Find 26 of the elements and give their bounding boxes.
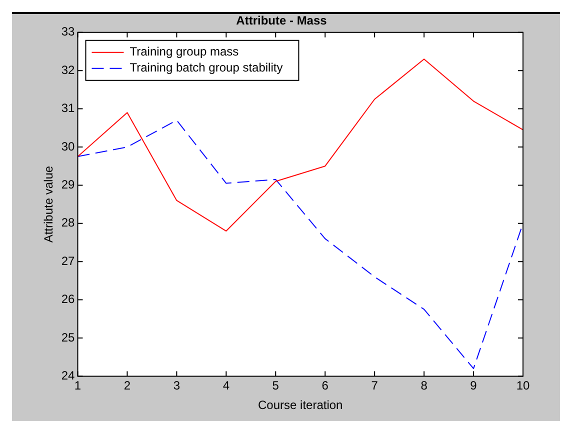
x-axis-title: Course iteration xyxy=(258,398,343,412)
x-tick-label: 10 xyxy=(516,378,530,393)
y-tick-label: 28 xyxy=(61,216,76,230)
x-tick-label: 7 xyxy=(371,378,378,393)
x-tick-label: 3 xyxy=(173,378,180,393)
y-tick-label: 26 xyxy=(61,292,76,306)
y-tick-label: 27 xyxy=(61,254,76,268)
y-tick-label: 30 xyxy=(61,139,76,154)
legend-label: Training group mass xyxy=(130,44,239,59)
y-tick-label: 25 xyxy=(61,330,76,344)
y-tick-label: 32 xyxy=(61,62,76,77)
x-tick-label: 9 xyxy=(470,378,478,393)
x-tick-label: 5 xyxy=(272,378,280,393)
y-tick-label: 31 xyxy=(61,101,76,116)
chart-title: Attribute - Mass xyxy=(236,14,328,28)
y-tick-label: 29 xyxy=(61,178,76,192)
x-tick-label: 4 xyxy=(222,378,230,393)
y-axis-title: Attribute value xyxy=(42,166,56,243)
line-series xyxy=(78,120,523,370)
x-tick-label: 6 xyxy=(322,378,329,393)
x-tick-label: 8 xyxy=(420,378,428,393)
y-tick-label: 24 xyxy=(61,368,76,383)
x-tick-label: 2 xyxy=(124,378,131,393)
legend-label: Training batch group stability xyxy=(130,60,283,75)
y-tick-label: 33 xyxy=(61,24,76,39)
x-tick-label: 1 xyxy=(74,378,82,393)
